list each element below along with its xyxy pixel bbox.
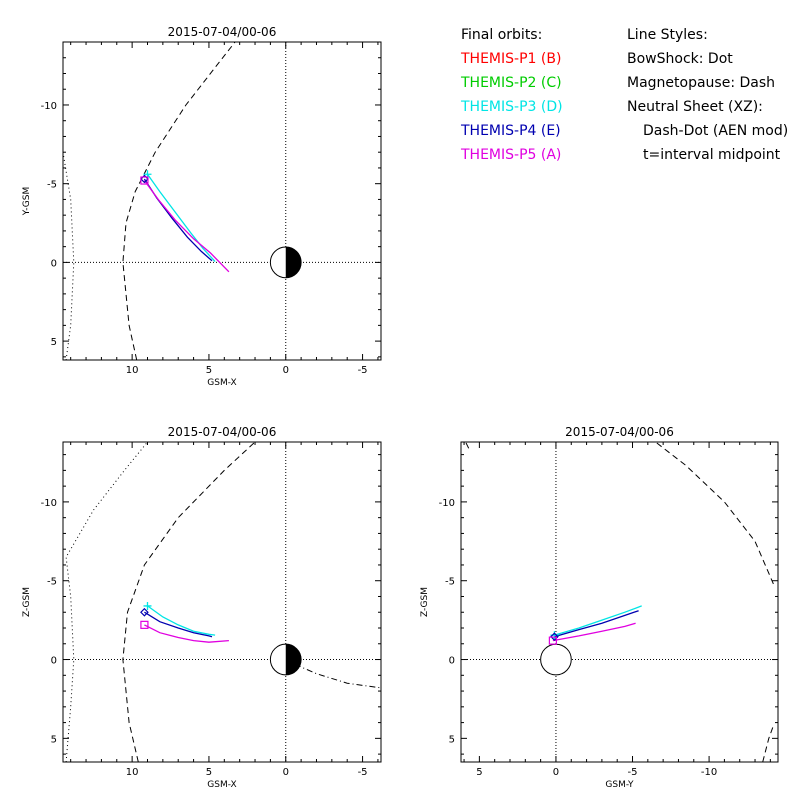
plot-frame <box>62 41 382 361</box>
plot-title: 2015-07-04/00-06 <box>565 425 674 439</box>
plot-title: 2015-07-04/00-06 <box>168 25 277 39</box>
y-tick-label: -5 <box>47 577 57 588</box>
y-tick-label: -5 <box>445 577 455 588</box>
orbit-panel: 10 5 0 -5 5 0 -5 -10 2015-07-04/00-06 GSM-X Z-GSM <box>22 425 382 790</box>
x-tick-label: 5 <box>476 767 482 778</box>
magnetopause-curve <box>122 42 236 360</box>
y-axis-label: Z-GSM <box>22 587 32 617</box>
x-tick-label: 0 <box>283 365 289 376</box>
orbit-end-marker-diamond <box>140 174 149 184</box>
bowshock-curve <box>63 149 75 360</box>
line-style-time-note: t=interval midpoint <box>643 147 781 163</box>
orbit-line <box>146 173 216 263</box>
orbit-panel: 10 5 0 -5 5 0 -5 -10 2015-07-04/00-06 GSM-X Y-GSM <box>22 25 382 388</box>
earth-night-side <box>285 644 302 675</box>
plot-frame <box>460 441 779 763</box>
earth-circle <box>540 643 572 676</box>
orbit-legend-item: THEMIS-P3 (D) <box>461 99 563 115</box>
orbit-legend-item: THEMIS-P4 (E) <box>461 123 561 139</box>
bowshock-curve <box>65 442 148 762</box>
magnetopause-curve <box>655 442 774 585</box>
orbit-end-marker-diamond <box>550 632 559 642</box>
line-styles-legend: Line Styles: BowShock: Dot Magnetopause:… <box>627 23 788 167</box>
line-style-magnetopause: Magnetopause: Dash <box>627 75 776 91</box>
orbit-panel: 5 0 -5 -10 5 0 -5 -10 2015-07-04/00-06 GSM-Y Z-GSM <box>420 425 779 790</box>
y-tick-label: 0 <box>51 258 57 269</box>
orbit-legend-heading: Final orbits: <box>461 27 543 43</box>
y-tick-label: 5 <box>51 734 57 745</box>
y-axis-label: Z-GSM <box>420 587 430 617</box>
y-tick-label: 0 <box>449 656 455 667</box>
magnetopause-curve <box>122 442 256 762</box>
x-axis-label: GSM-Y <box>605 780 634 790</box>
orbit-end-marker-plus <box>143 601 152 610</box>
x-tick-label: 5 <box>206 365 212 376</box>
orbit-end-marker-diamond <box>140 607 149 617</box>
x-tick-label: 5 <box>206 767 212 778</box>
x-axis-label: GSM-X <box>207 780 236 790</box>
orbit-end-marker-square <box>140 620 149 629</box>
y-tick-label: -10 <box>41 101 57 112</box>
orbit-legend-item: THEMIS-P1 (B) <box>461 51 562 67</box>
x-tick-label: -5 <box>628 767 638 778</box>
orbit-line <box>144 624 229 643</box>
x-tick-label: -5 <box>358 767 368 778</box>
earth-night-side <box>285 247 302 278</box>
orbit-legend-item: THEMIS-P2 (C) <box>461 75 562 91</box>
x-tick-label: 10 <box>126 365 139 376</box>
plot-title: 2015-07-04/00-06 <box>168 425 277 439</box>
orbit-line <box>143 180 230 273</box>
line-style-neutral-sheet: Neutral Sheet (XZ): <box>627 99 763 115</box>
y-tick-label: 5 <box>449 734 455 745</box>
x-tick-label: -5 <box>358 365 368 376</box>
y-tick-label: -10 <box>41 498 57 509</box>
y-tick-label: -5 <box>47 180 57 191</box>
orbit-end-marker-square <box>140 176 149 185</box>
x-tick-label: 0 <box>553 767 559 778</box>
orbit-line <box>554 610 639 638</box>
y-tick-label: 0 <box>51 656 57 667</box>
x-tick-label: -10 <box>701 767 717 778</box>
magnetopause-curve <box>465 442 470 449</box>
line-style-bowshock: BowShock: Dot <box>627 51 733 67</box>
line-style-neutral-sheet-style: Dash-Dot (AEN mod) <box>643 123 789 139</box>
x-axis-label: GSM-X <box>207 378 236 388</box>
orbit-legend-item: THEMIS-P5 (A) <box>461 147 562 163</box>
x-tick-label: 10 <box>126 767 139 778</box>
line-styles-heading: Line Styles: <box>627 27 708 43</box>
neutral-sheet-curve <box>294 663 381 689</box>
orbit-end-marker-square <box>548 636 557 645</box>
orbit-line <box>147 605 216 636</box>
orbit-line <box>554 605 642 636</box>
orbit-line <box>143 178 213 262</box>
orbit-line <box>552 622 636 642</box>
y-axis-label: Y-GSM <box>22 187 32 216</box>
orbit-line <box>144 611 213 638</box>
x-tick-label: 0 <box>283 767 289 778</box>
plot-frame <box>62 441 382 763</box>
y-tick-label: -10 <box>439 498 455 509</box>
magnetopause-curve <box>762 725 774 762</box>
y-tick-label: 5 <box>51 337 57 348</box>
orbit-legend: Final orbits: THEMIS-P1 (B) THEMIS-P2 (C)… <box>461 23 563 167</box>
